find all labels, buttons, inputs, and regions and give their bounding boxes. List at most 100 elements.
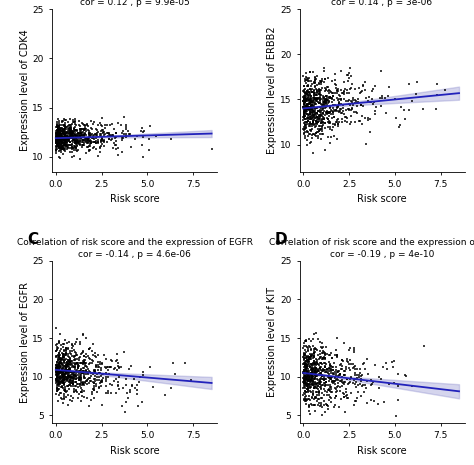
Point — [315, 127, 323, 135]
Point — [312, 372, 320, 380]
Point — [70, 116, 77, 124]
Point — [389, 363, 397, 371]
Point — [82, 359, 90, 366]
Point — [317, 359, 325, 366]
Point — [329, 123, 337, 131]
Point — [80, 126, 88, 133]
Point — [61, 384, 69, 391]
Point — [310, 382, 318, 389]
Point — [321, 364, 328, 371]
Point — [337, 370, 344, 377]
Point — [64, 368, 72, 376]
Point — [90, 367, 98, 375]
Point — [340, 391, 347, 398]
Point — [77, 365, 85, 373]
Point — [55, 370, 62, 377]
Point — [75, 131, 82, 138]
Point — [56, 126, 64, 133]
Point — [72, 126, 79, 133]
Point — [71, 120, 79, 128]
Point — [303, 344, 311, 351]
Point — [319, 93, 327, 100]
Point — [53, 127, 60, 135]
Point — [303, 385, 311, 392]
Point — [328, 88, 335, 95]
Point — [327, 388, 335, 395]
Point — [314, 94, 322, 102]
Point — [380, 399, 388, 406]
Point — [301, 106, 309, 114]
Point — [313, 360, 320, 367]
Point — [312, 119, 320, 126]
Point — [313, 380, 320, 387]
Point — [81, 379, 89, 386]
Point — [55, 353, 63, 361]
Point — [55, 379, 63, 387]
Point — [360, 360, 367, 367]
Point — [86, 402, 93, 410]
Point — [308, 338, 315, 345]
Point — [305, 402, 313, 410]
Point — [357, 373, 365, 380]
Point — [64, 345, 71, 352]
Point — [326, 361, 334, 369]
Point — [54, 140, 61, 147]
Point — [119, 135, 127, 142]
Point — [302, 365, 310, 373]
Point — [68, 134, 75, 142]
Point — [55, 125, 62, 133]
Point — [309, 378, 317, 385]
Point — [62, 116, 70, 124]
Point — [305, 88, 313, 95]
Point — [78, 388, 86, 395]
Point — [86, 132, 94, 139]
Point — [397, 103, 404, 111]
Point — [340, 372, 347, 379]
Point — [301, 121, 309, 129]
Point — [306, 354, 313, 361]
Point — [86, 368, 94, 376]
Point — [59, 376, 66, 383]
Point — [308, 134, 316, 141]
Point — [171, 370, 179, 378]
Point — [323, 109, 331, 116]
Point — [308, 114, 316, 121]
Point — [64, 352, 72, 360]
Point — [310, 105, 318, 112]
Point — [345, 106, 353, 113]
Point — [65, 367, 73, 375]
Point — [309, 120, 316, 127]
Point — [320, 375, 328, 383]
Point — [334, 85, 342, 93]
Point — [372, 83, 379, 90]
Point — [86, 136, 93, 144]
Point — [358, 371, 365, 379]
Point — [102, 369, 110, 377]
Point — [54, 381, 62, 389]
Point — [301, 366, 309, 374]
Point — [53, 135, 60, 142]
Point — [62, 129, 70, 137]
Point — [120, 130, 128, 137]
Point — [322, 379, 330, 386]
Point — [301, 338, 309, 345]
Point — [64, 129, 72, 137]
Point — [304, 105, 312, 113]
Point — [102, 389, 109, 396]
Point — [76, 382, 83, 390]
Point — [309, 102, 316, 110]
Point — [313, 384, 321, 392]
Point — [92, 139, 100, 146]
Point — [305, 354, 313, 361]
Point — [332, 392, 340, 399]
Point — [54, 346, 61, 353]
Point — [318, 374, 325, 382]
Point — [55, 339, 63, 346]
Point — [85, 127, 93, 135]
Point — [323, 392, 330, 399]
Point — [56, 137, 64, 145]
Point — [316, 126, 324, 133]
Point — [333, 351, 341, 359]
Point — [80, 352, 88, 360]
Point — [122, 399, 130, 406]
